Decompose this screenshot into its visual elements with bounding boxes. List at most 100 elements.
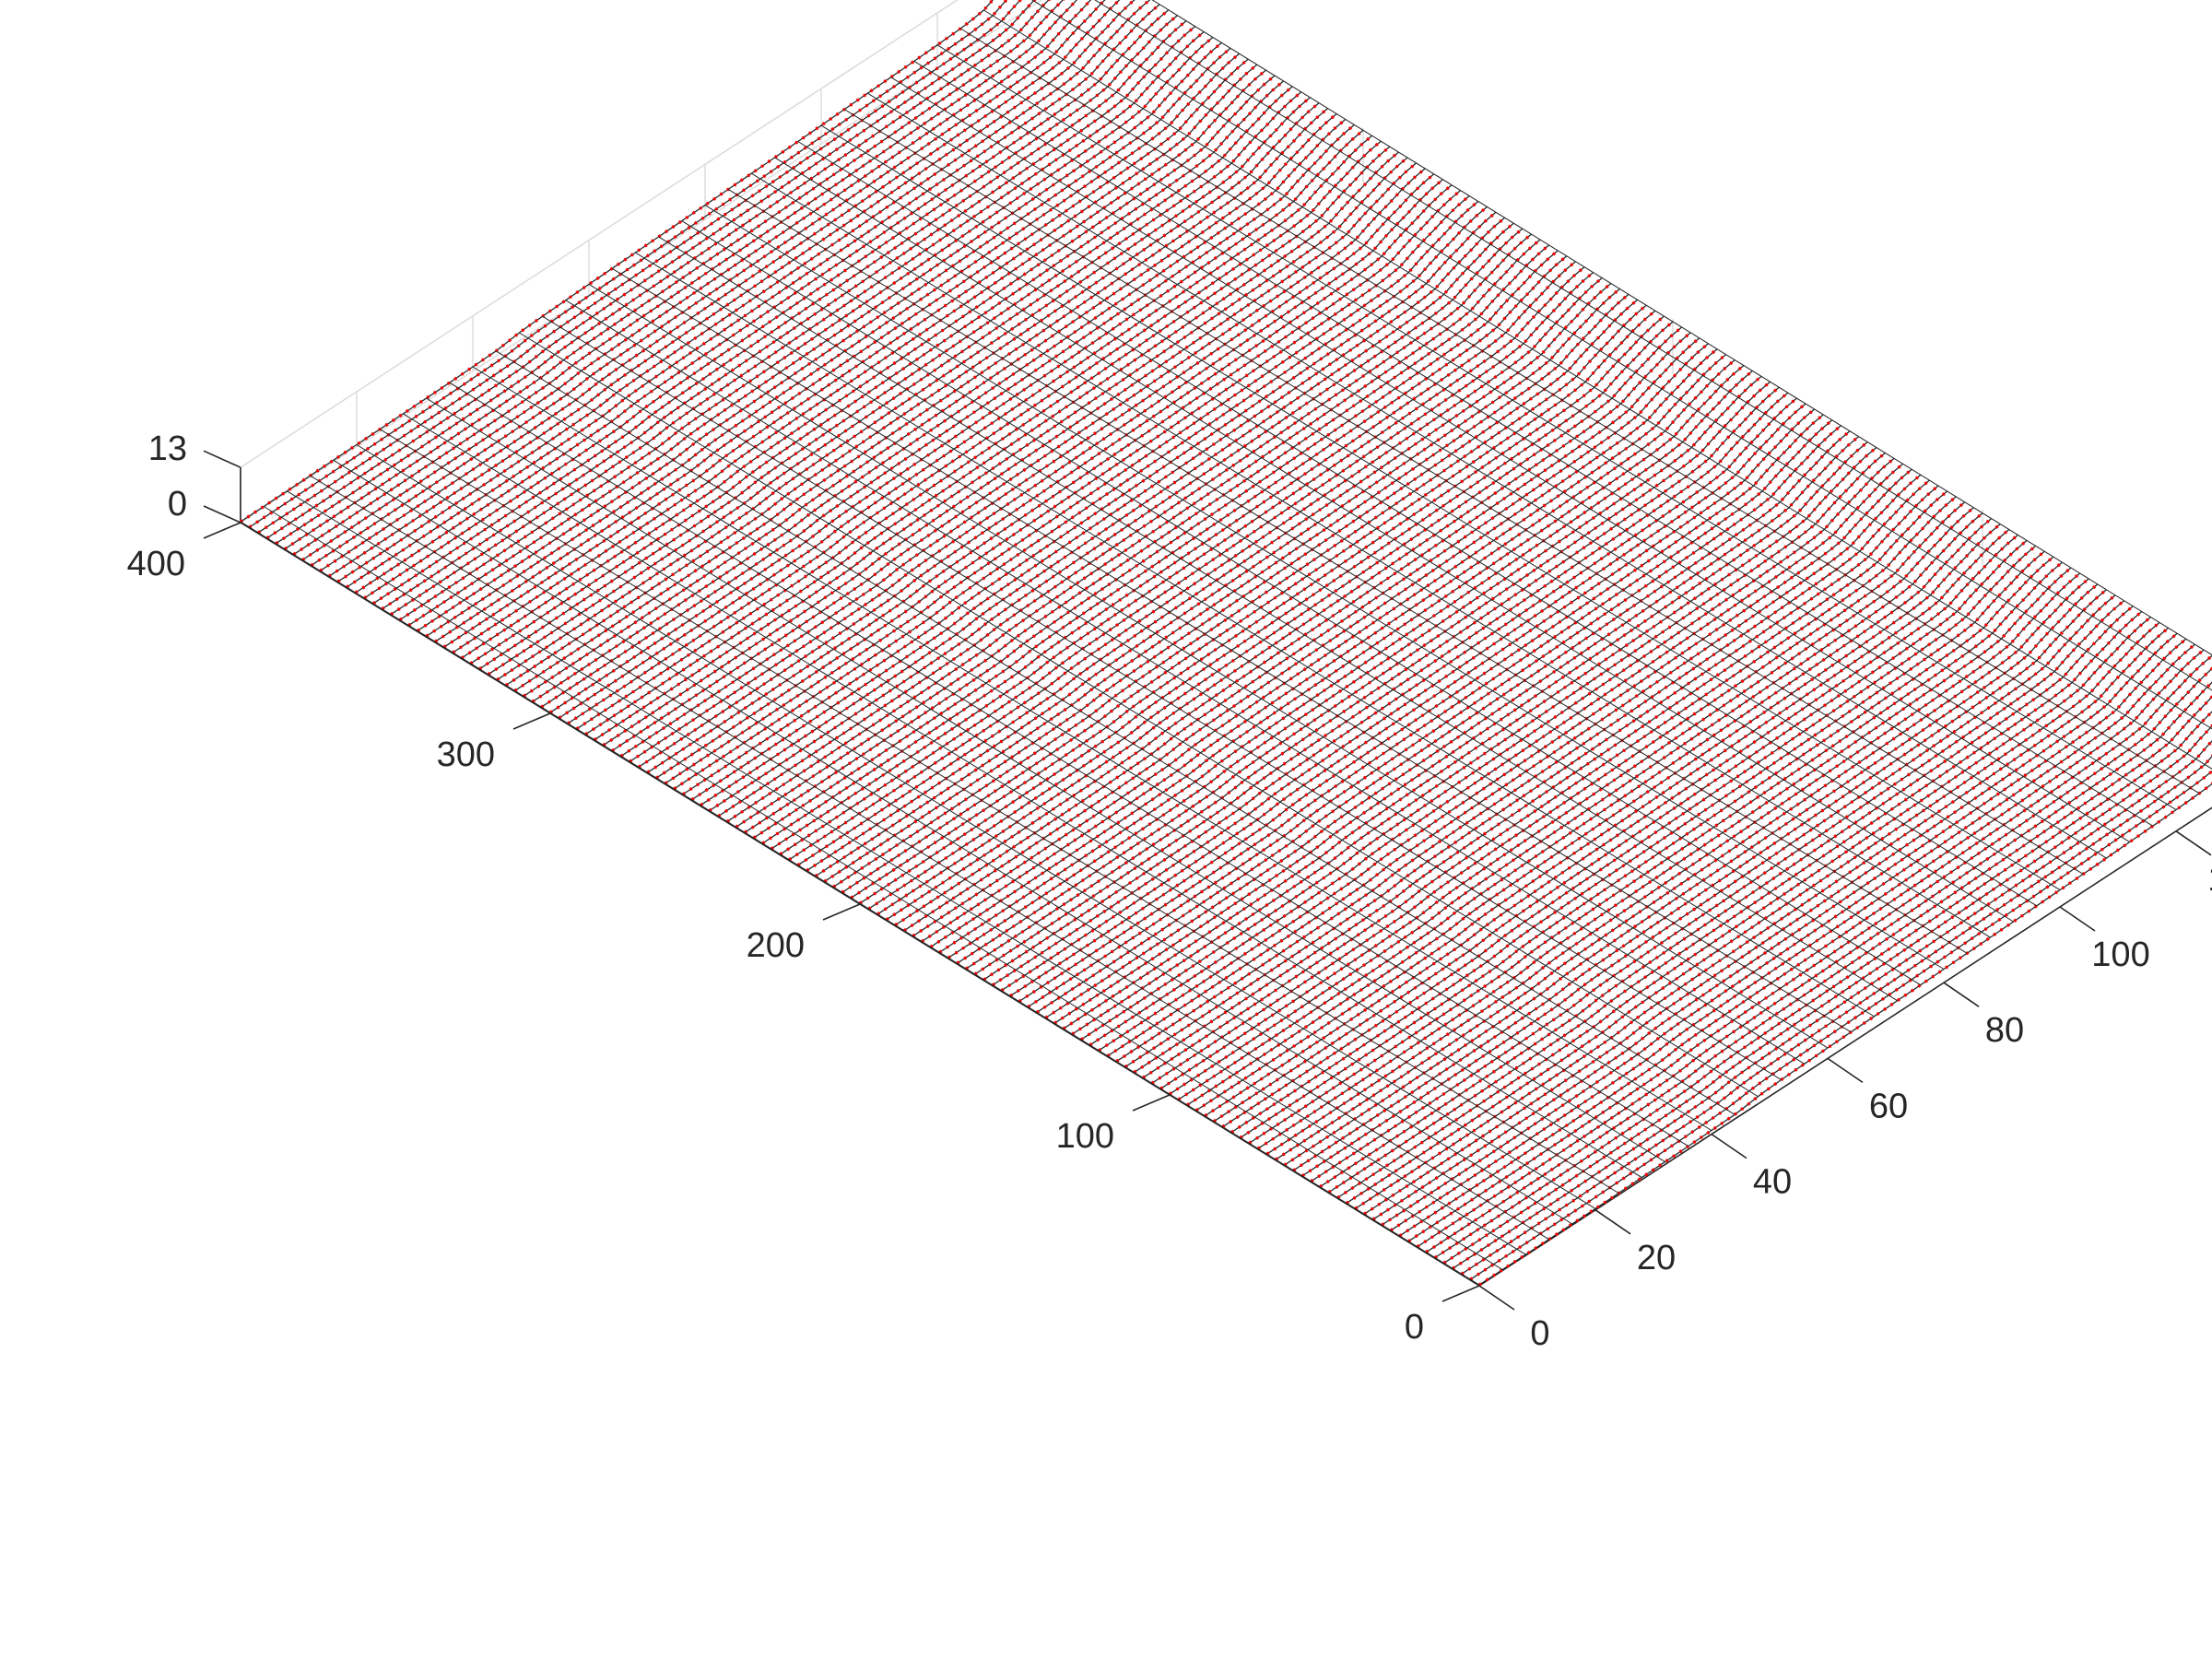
surface-mesh-row — [1028, 425, 1841, 1008]
surface-mesh-row — [434, 58, 1249, 642]
surface-mesh-col — [403, 413, 1642, 1179]
surface-marker-row — [1363, 631, 2179, 1216]
surface-marker-row — [1159, 506, 1975, 1090]
surface-mesh-row — [691, 217, 1506, 801]
surface-marker-row — [1177, 517, 1993, 1101]
surface-marker-row — [1230, 549, 2046, 1134]
surface-marker-row — [1080, 457, 1896, 1041]
surface-mesh-row — [824, 299, 1639, 882]
surface-mesh-row — [709, 228, 1524, 812]
surface-mesh-col — [426, 397, 1665, 1163]
y-tick-label: 200 — [747, 926, 805, 965]
surface-mesh-row — [576, 146, 1391, 730]
surface-mesh-row — [1195, 529, 2010, 1112]
surface-mesh-row — [700, 222, 1514, 806]
surface-mesh-col — [611, 267, 1852, 1033]
surface-mesh-row — [382, 26, 1196, 610]
surface-mesh-row — [328, 0, 1135, 577]
surface-mesh-row — [895, 343, 1709, 926]
surface-mesh-row — [726, 239, 1541, 822]
surface-marker-row — [1142, 495, 1958, 1079]
surface-mesh-col — [774, 157, 2014, 923]
surface-mesh-row — [903, 348, 1718, 932]
surface-mesh-row — [1009, 414, 1824, 997]
surface-marker-row — [938, 370, 1754, 954]
x-tick — [1478, 1285, 1515, 1311]
surface-mesh-row — [1178, 518, 1993, 1100]
x-tick-label: 0 — [1530, 1314, 1549, 1353]
x-tick-label: 20 — [1637, 1239, 1676, 1277]
surface-mesh-col — [519, 332, 1759, 1098]
surface-mesh-row — [585, 151, 1399, 735]
surface-marker-row — [1186, 523, 2002, 1107]
x-tick — [2059, 906, 2096, 932]
surface-marker-row — [1106, 473, 1922, 1058]
surface-mesh-col — [1151, 0, 2212, 656]
surface-marker-row — [1062, 446, 1877, 1030]
surface-mesh-row — [603, 162, 1418, 747]
surface-mesh-row — [965, 386, 1780, 970]
surface-mesh-row — [735, 244, 1550, 828]
surface-mesh-col — [797, 141, 2038, 907]
surface-mesh-col — [287, 490, 1526, 1255]
x-axis-line — [1478, 806, 2212, 1287]
surface-mesh-row — [488, 91, 1302, 676]
surface-marker-row — [1416, 680, 2212, 1249]
surface-mesh-row — [771, 266, 1585, 850]
x-tick-label: 40 — [1753, 1163, 1792, 1202]
surface-mesh-col — [1094, 0, 2212, 691]
surface-mesh-col — [565, 300, 1806, 1065]
surface-marker-row — [929, 364, 1745, 948]
surface-mesh-row — [682, 211, 1497, 795]
surface-mesh-row — [257, 0, 1021, 534]
surface-mesh-row — [1045, 436, 1860, 1018]
surface-mesh-col — [588, 283, 1829, 1049]
surface-mesh-row — [788, 277, 1603, 861]
surface-mesh-row — [780, 272, 1594, 855]
surface-mesh-row — [514, 108, 1329, 691]
surface-mesh-row — [594, 157, 1408, 741]
surface-marker-row — [1407, 666, 2212, 1243]
surface-mesh-row — [478, 86, 1293, 670]
surface-marker-row — [1319, 605, 2135, 1189]
surface-marker-row — [973, 391, 1789, 976]
x-tick-label: 80 — [1985, 1011, 2024, 1050]
surface-marker-row — [894, 342, 1710, 927]
surface-mesh-col — [704, 205, 1945, 970]
surface-marker-row — [1452, 738, 2212, 1270]
surface-marker-row — [301, 0, 1093, 561]
surface-marker-row — [921, 359, 1736, 943]
surface-marker-row — [1133, 489, 1948, 1074]
x-tick-label: 100 — [2091, 935, 2149, 974]
surface-mesh-row — [249, 0, 1007, 528]
surface-mesh-row — [841, 310, 1656, 893]
axes — [240, 467, 2212, 1287]
y-tick-label: 300 — [437, 735, 495, 774]
surface-mesh-row — [532, 119, 1347, 702]
surface-mesh-row — [665, 201, 1479, 784]
surface-mesh-row — [655, 195, 1470, 779]
x-tick — [1943, 982, 1980, 1007]
surface-mesh-row — [408, 41, 1222, 627]
surface-marker-row — [903, 347, 1719, 933]
z-tick — [203, 450, 241, 468]
surface-mesh-row — [921, 359, 1735, 943]
surface-marker-row — [947, 375, 1763, 959]
surface-mesh-col — [843, 109, 2084, 875]
surface-mesh-col — [449, 382, 1689, 1147]
surface-mesh-row — [1151, 501, 1966, 1084]
surface-marker-row — [1381, 642, 2196, 1227]
surface-mesh-row — [461, 75, 1276, 659]
surface-mesh-row — [567, 140, 1382, 724]
surface-mesh-col — [820, 124, 2061, 891]
surface-mesh-row — [1098, 468, 1912, 1052]
surface-mesh-row — [426, 53, 1241, 637]
surface-mesh-row — [974, 392, 1789, 975]
x-tick — [1827, 1057, 1864, 1084]
surface-mesh-row — [1072, 452, 1886, 1035]
surface-mesh-row — [541, 124, 1355, 708]
surface-mesh-row — [497, 97, 1311, 681]
surface-mesh-row — [1089, 463, 1904, 1046]
surface-mesh-col — [379, 429, 1619, 1194]
z-tick-label: 0 — [168, 485, 187, 524]
